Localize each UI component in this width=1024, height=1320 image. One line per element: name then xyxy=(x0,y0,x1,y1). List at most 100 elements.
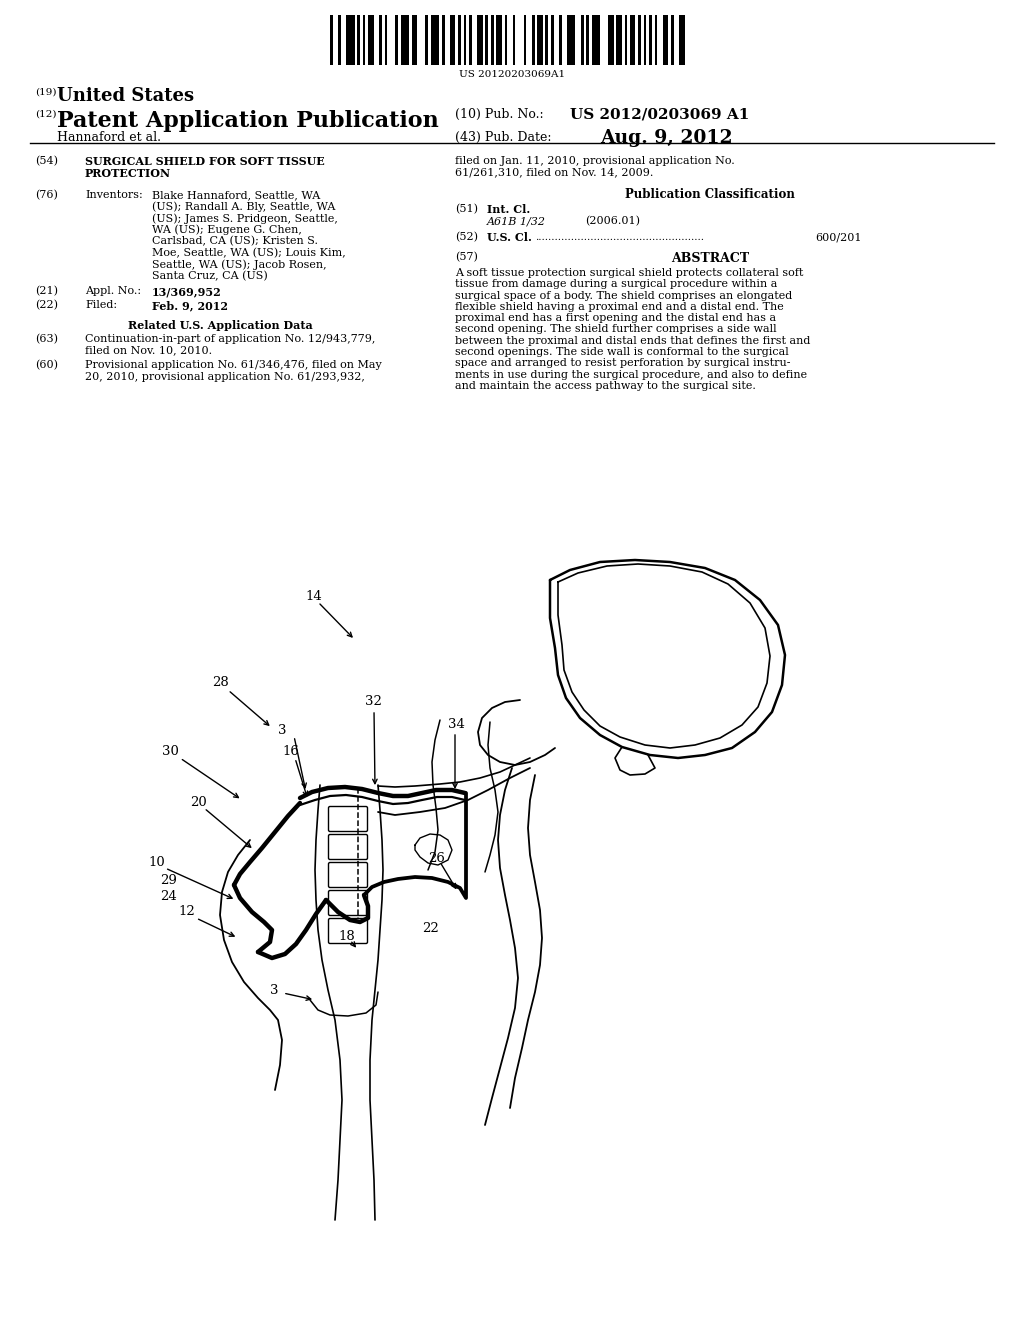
Text: (57): (57) xyxy=(455,252,478,263)
Text: (19): (19) xyxy=(35,88,56,96)
Bar xyxy=(425,15,428,65)
Text: 29: 29 xyxy=(160,874,177,887)
Bar xyxy=(649,15,652,65)
Bar xyxy=(638,15,641,65)
Bar xyxy=(450,15,456,65)
Text: 13/369,952: 13/369,952 xyxy=(152,286,222,297)
Text: (52): (52) xyxy=(455,232,478,243)
Text: proximal end has a first opening and the distal end has a: proximal end has a first opening and the… xyxy=(455,313,776,323)
Text: (43) Pub. Date:: (43) Pub. Date: xyxy=(455,131,552,144)
Bar xyxy=(485,15,488,65)
Text: Related U.S. Application Data: Related U.S. Application Data xyxy=(128,319,312,331)
Text: Inventors:: Inventors: xyxy=(85,190,142,201)
Bar xyxy=(513,15,515,65)
Text: ....................................................: ........................................… xyxy=(535,234,705,242)
Bar xyxy=(330,15,333,65)
Bar xyxy=(551,15,554,65)
Text: 26: 26 xyxy=(428,851,444,865)
Text: Patent Application Publication: Patent Application Publication xyxy=(57,110,438,132)
Text: 3: 3 xyxy=(270,983,279,997)
Text: 18: 18 xyxy=(338,931,354,942)
Text: 34: 34 xyxy=(449,718,465,731)
Text: space and arranged to resist perforation by surgical instru-: space and arranged to resist perforation… xyxy=(455,359,791,368)
Bar xyxy=(357,15,360,65)
Text: (US); Randall A. Bly, Seattle, WA: (US); Randall A. Bly, Seattle, WA xyxy=(152,202,336,213)
Text: United States: United States xyxy=(57,87,195,106)
Bar xyxy=(497,15,502,65)
Text: tissue from damage during a surgical procedure within a: tissue from damage during a surgical pro… xyxy=(455,280,777,289)
Text: PROTECTION: PROTECTION xyxy=(85,168,171,180)
Text: US 2012/0203069 A1: US 2012/0203069 A1 xyxy=(570,108,750,121)
Text: Moe, Seattle, WA (US); Louis Kim,: Moe, Seattle, WA (US); Louis Kim, xyxy=(152,248,346,257)
Text: 10: 10 xyxy=(148,855,165,869)
Bar xyxy=(505,15,507,65)
Text: (12): (12) xyxy=(35,110,56,119)
Bar xyxy=(379,15,382,65)
Text: ABSTRACT: ABSTRACT xyxy=(671,252,750,265)
Text: 14: 14 xyxy=(305,590,322,603)
Text: Feb. 9, 2012: Feb. 9, 2012 xyxy=(152,300,228,312)
Text: filed on Jan. 11, 2010, provisional application No.: filed on Jan. 11, 2010, provisional appl… xyxy=(455,156,735,166)
Bar xyxy=(458,15,461,65)
Text: (US); James S. Pridgeon, Seattle,: (US); James S. Pridgeon, Seattle, xyxy=(152,213,338,223)
Text: 12: 12 xyxy=(178,906,195,917)
Bar xyxy=(644,15,646,65)
Bar xyxy=(608,15,613,65)
Text: (2006.01): (2006.01) xyxy=(585,216,640,226)
Bar xyxy=(616,15,622,65)
Text: US 20120203069A1: US 20120203069A1 xyxy=(459,70,565,79)
Text: U.S. Cl.: U.S. Cl. xyxy=(487,232,531,243)
Text: SURGICAL SHIELD FOR SOFT TISSUE: SURGICAL SHIELD FOR SOFT TISSUE xyxy=(85,156,325,168)
Bar xyxy=(630,15,636,65)
Text: filed on Nov. 10, 2010.: filed on Nov. 10, 2010. xyxy=(85,346,212,355)
Bar xyxy=(538,15,543,65)
Text: 22: 22 xyxy=(422,921,438,935)
Bar xyxy=(531,15,535,65)
Bar xyxy=(654,15,657,65)
Text: 20, 2010, provisional application No. 61/293,932,: 20, 2010, provisional application No. 61… xyxy=(85,371,365,381)
Text: and maintain the access pathway to the surgical site.: and maintain the access pathway to the s… xyxy=(455,381,756,391)
Bar xyxy=(395,15,398,65)
Text: 600/201: 600/201 xyxy=(815,232,861,242)
Text: (22): (22) xyxy=(35,300,58,310)
Text: second opening. The shield further comprises a side wall: second opening. The shield further compr… xyxy=(455,325,776,334)
Text: (60): (60) xyxy=(35,360,58,371)
Text: (76): (76) xyxy=(35,190,58,201)
Text: Seattle, WA (US); Jacob Rosen,: Seattle, WA (US); Jacob Rosen, xyxy=(152,259,327,269)
Bar xyxy=(490,15,494,65)
Text: 28: 28 xyxy=(212,676,228,689)
Bar xyxy=(401,15,410,65)
Text: Blake Hannaford, Seattle, WA: Blake Hannaford, Seattle, WA xyxy=(152,190,321,201)
Bar xyxy=(679,15,685,65)
Text: (10) Pub. No.:: (10) Pub. No.: xyxy=(455,108,544,121)
Text: flexible shield having a proximal end and a distal end. The: flexible shield having a proximal end an… xyxy=(455,302,783,312)
Bar xyxy=(523,15,526,65)
Text: 32: 32 xyxy=(365,696,382,708)
Text: 20: 20 xyxy=(190,796,207,809)
Text: Publication Classification: Publication Classification xyxy=(625,187,795,201)
Text: Santa Cruz, CA (US): Santa Cruz, CA (US) xyxy=(152,271,267,281)
Text: Filed:: Filed: xyxy=(85,300,117,310)
Bar xyxy=(546,15,548,65)
Bar xyxy=(431,15,439,65)
Text: Provisional application No. 61/346,476, filed on May: Provisional application No. 61/346,476, … xyxy=(85,360,382,370)
Text: Carlsbad, CA (US); Kristen S.: Carlsbad, CA (US); Kristen S. xyxy=(152,236,318,247)
Text: (51): (51) xyxy=(455,205,478,214)
Text: (54): (54) xyxy=(35,156,58,166)
Bar xyxy=(625,15,628,65)
Text: (63): (63) xyxy=(35,334,58,345)
Bar xyxy=(362,15,366,65)
Bar xyxy=(346,15,354,65)
Bar xyxy=(587,15,589,65)
Text: 30: 30 xyxy=(162,744,179,758)
Bar xyxy=(559,15,562,65)
Text: second openings. The side wall is conformal to the surgical: second openings. The side wall is confor… xyxy=(455,347,788,358)
Bar xyxy=(477,15,482,65)
Text: 24: 24 xyxy=(160,890,177,903)
Bar xyxy=(663,15,669,65)
Text: surgical space of a body. The shield comprises an elongated: surgical space of a body. The shield com… xyxy=(455,290,793,301)
Text: A soft tissue protection surgical shield protects collateral soft: A soft tissue protection surgical shield… xyxy=(455,268,804,279)
Text: A61B 1/32: A61B 1/32 xyxy=(487,216,546,226)
Text: Aug. 9, 2012: Aug. 9, 2012 xyxy=(600,129,732,147)
Bar xyxy=(469,15,472,65)
